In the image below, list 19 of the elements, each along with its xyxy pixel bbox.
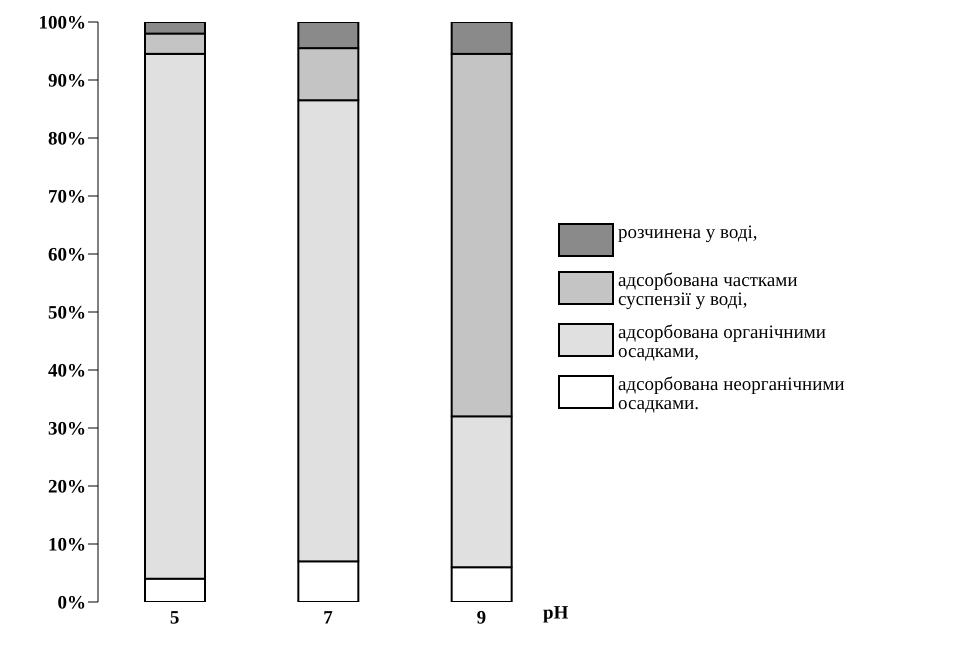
y-tick-label: 90% bbox=[48, 70, 86, 92]
y-tick-label: 70% bbox=[48, 186, 86, 208]
y-tick-label: 20% bbox=[48, 476, 86, 498]
x-axis-title: pH bbox=[543, 602, 569, 624]
x-tick-label: 7 bbox=[323, 607, 334, 628]
legend-label: адсорбована частками суспензії у воді, bbox=[618, 270, 798, 310]
y-tick-label: 100% bbox=[38, 12, 86, 34]
y-tick-label: 40% bbox=[48, 360, 86, 382]
legend-label: адсорбована органічними осадками, bbox=[618, 322, 827, 362]
x-tick-label: 9 bbox=[476, 607, 486, 628]
x-tick-label: 5 bbox=[170, 607, 180, 628]
y-tick-label: 30% bbox=[48, 418, 86, 440]
legend-label: розчинена у воді, bbox=[618, 222, 759, 243]
y-tick-label: 80% bbox=[48, 128, 86, 150]
y-tick-label: 10% bbox=[48, 534, 86, 556]
legend-label: адсорбована неорганічними осадками. bbox=[618, 374, 846, 414]
y-tick-label: 0% bbox=[58, 592, 86, 614]
y-tick-label: 60% bbox=[48, 244, 86, 266]
y-tick-label: 50% bbox=[48, 302, 86, 324]
